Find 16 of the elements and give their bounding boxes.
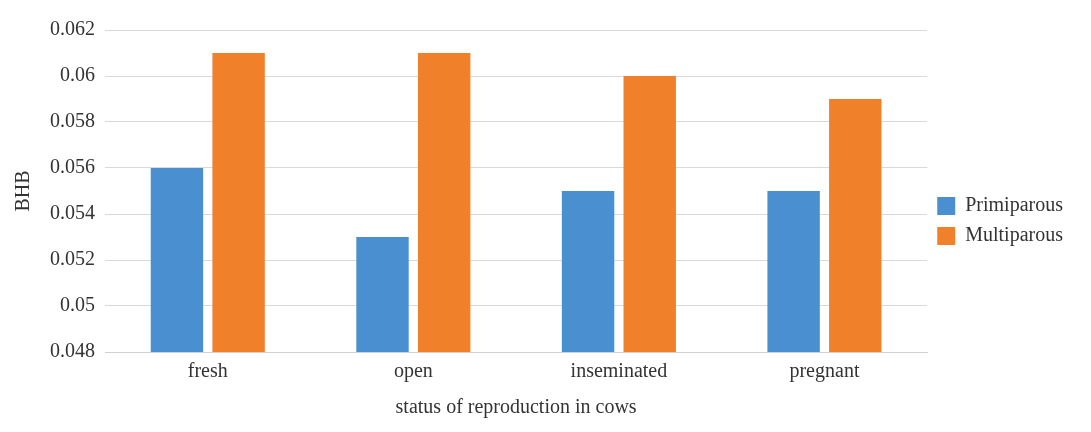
legend-label: Multiparous bbox=[965, 223, 1064, 247]
x-axis-title: status of reproduction in cows bbox=[395, 395, 637, 419]
x-tick-label: open bbox=[393, 359, 433, 383]
legend-label: Primiparous bbox=[965, 193, 1064, 217]
y-tick-label: 0.05 bbox=[60, 293, 95, 316]
x-tick-label: inseminated bbox=[570, 359, 668, 382]
y-tick-label: 0.048 bbox=[50, 339, 95, 362]
y-tick-label: 0.058 bbox=[50, 109, 95, 132]
x-tick-label: fresh bbox=[187, 359, 228, 382]
x-tick-label: pregnant bbox=[789, 359, 860, 383]
y-tick-label: 0.056 bbox=[50, 155, 95, 178]
y-tick-label: 0.06 bbox=[60, 63, 95, 86]
y-tick-label: 0.052 bbox=[50, 247, 95, 270]
y-axis-title: BHB bbox=[11, 170, 34, 212]
y-tick-label: 0.054 bbox=[50, 201, 95, 224]
y-tick-label: 0.062 bbox=[50, 17, 95, 40]
